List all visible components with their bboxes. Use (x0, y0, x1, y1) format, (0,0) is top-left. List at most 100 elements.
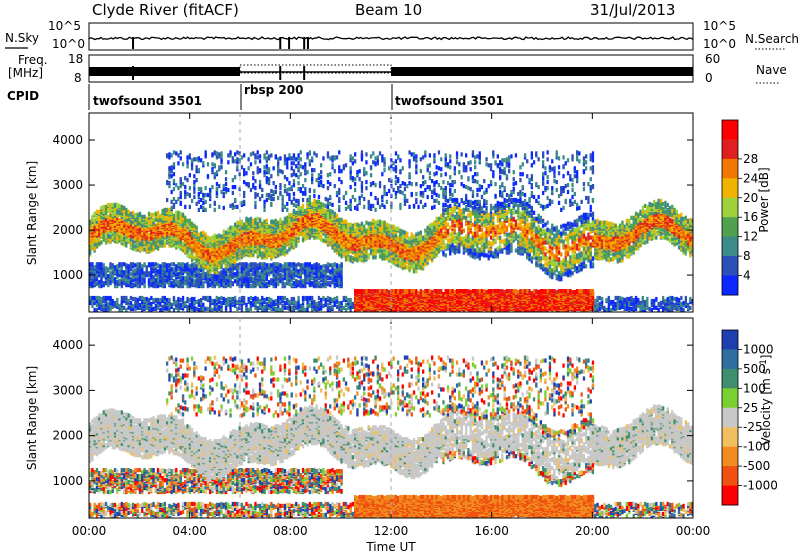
range-cell (333, 262, 336, 267)
range-cell (195, 157, 198, 162)
range-cell (304, 168, 307, 173)
range-cell (295, 198, 298, 203)
range-cell (120, 204, 123, 209)
range-cell (161, 213, 164, 218)
range-cell (322, 202, 325, 207)
range-cell (127, 275, 130, 280)
range-cell (222, 296, 225, 302)
range-cell (156, 238, 160, 243)
range-cell (156, 214, 160, 219)
range-cell (256, 296, 259, 302)
range-cell (215, 295, 219, 301)
range-cell (184, 263, 187, 268)
range-cell (102, 281, 105, 286)
range-cell (181, 295, 185, 301)
range-cell (91, 262, 94, 267)
range-cell (156, 210, 160, 215)
range-cell (159, 279, 162, 284)
range-cell (290, 262, 293, 267)
range-cell (301, 295, 305, 301)
range-cell (111, 202, 114, 207)
range-cell (274, 306, 277, 311)
range-cell (145, 296, 148, 302)
noise-tick-high-left: 10^5 (48, 19, 81, 33)
range-cell (261, 193, 264, 199)
range-cell (297, 198, 300, 203)
range-cell (227, 274, 230, 279)
range-cell (184, 276, 187, 281)
range-cell (181, 299, 185, 305)
range-cell (200, 259, 203, 264)
range-cell (143, 279, 146, 284)
range-cell (184, 300, 187, 306)
range-cell (267, 296, 271, 302)
range-cell (256, 216, 259, 221)
range-cell (299, 172, 302, 177)
range-cell (256, 150, 259, 155)
range-cell (116, 264, 119, 269)
range-cell (177, 244, 180, 249)
range-cell (206, 192, 210, 198)
range-cell (129, 295, 133, 301)
range-cell (204, 306, 207, 311)
freq-tick-high: 18 (68, 52, 83, 66)
range-cell (311, 264, 314, 269)
range-cell (104, 270, 108, 275)
range-cell (206, 235, 210, 240)
range-cell (161, 280, 164, 285)
range-cell (129, 244, 133, 249)
range-cell (286, 249, 289, 254)
power-heatmap (89, 150, 693, 312)
cpid-segment-1: twofsound 3501 (93, 94, 202, 108)
range-cell (175, 210, 178, 215)
range-cell (147, 271, 151, 276)
range-cell (249, 222, 253, 227)
range-cell (234, 152, 237, 157)
range-cell (188, 253, 191, 258)
range-cell (279, 263, 282, 268)
range-cell (100, 262, 103, 267)
range-cell (123, 305, 126, 310)
range-cell (315, 262, 318, 267)
range-cell (166, 180, 169, 185)
range-cell (172, 267, 176, 272)
range-cell (249, 187, 253, 193)
range-cell (209, 236, 212, 241)
range-cell (236, 165, 239, 170)
range-cell (195, 165, 198, 170)
range-cell (170, 199, 173, 204)
range-cell (304, 307, 307, 312)
range-cell (166, 278, 169, 283)
range-cell (154, 262, 157, 267)
range-cell (297, 280, 300, 285)
range-cell (270, 193, 273, 199)
range-cell (297, 153, 300, 158)
range-cell (186, 253, 189, 258)
range-cell (91, 295, 94, 301)
nave-right-label: Nave (756, 63, 787, 77)
range-cell (109, 234, 112, 239)
range-cell (129, 277, 133, 282)
range-cell (274, 228, 277, 233)
range-cell (308, 159, 311, 164)
range-cell (258, 298, 262, 304)
range-cell (136, 212, 139, 217)
range-cell (190, 258, 194, 263)
range-cell (288, 299, 291, 305)
range-cell (283, 216, 287, 221)
range-cell (288, 212, 291, 217)
range-cell (236, 306, 239, 311)
range-cell (274, 185, 277, 190)
range-cell (326, 302, 330, 307)
range-cell (138, 281, 142, 286)
range-cell (113, 210, 117, 215)
range-cell (141, 264, 144, 269)
range-cell (218, 165, 221, 170)
range-cell (143, 247, 146, 252)
range-cell (335, 263, 339, 268)
range-cell (277, 172, 280, 177)
range-cell (141, 295, 144, 301)
range-cell (132, 234, 135, 239)
range-cell (288, 187, 291, 192)
range-cell (256, 170, 259, 175)
